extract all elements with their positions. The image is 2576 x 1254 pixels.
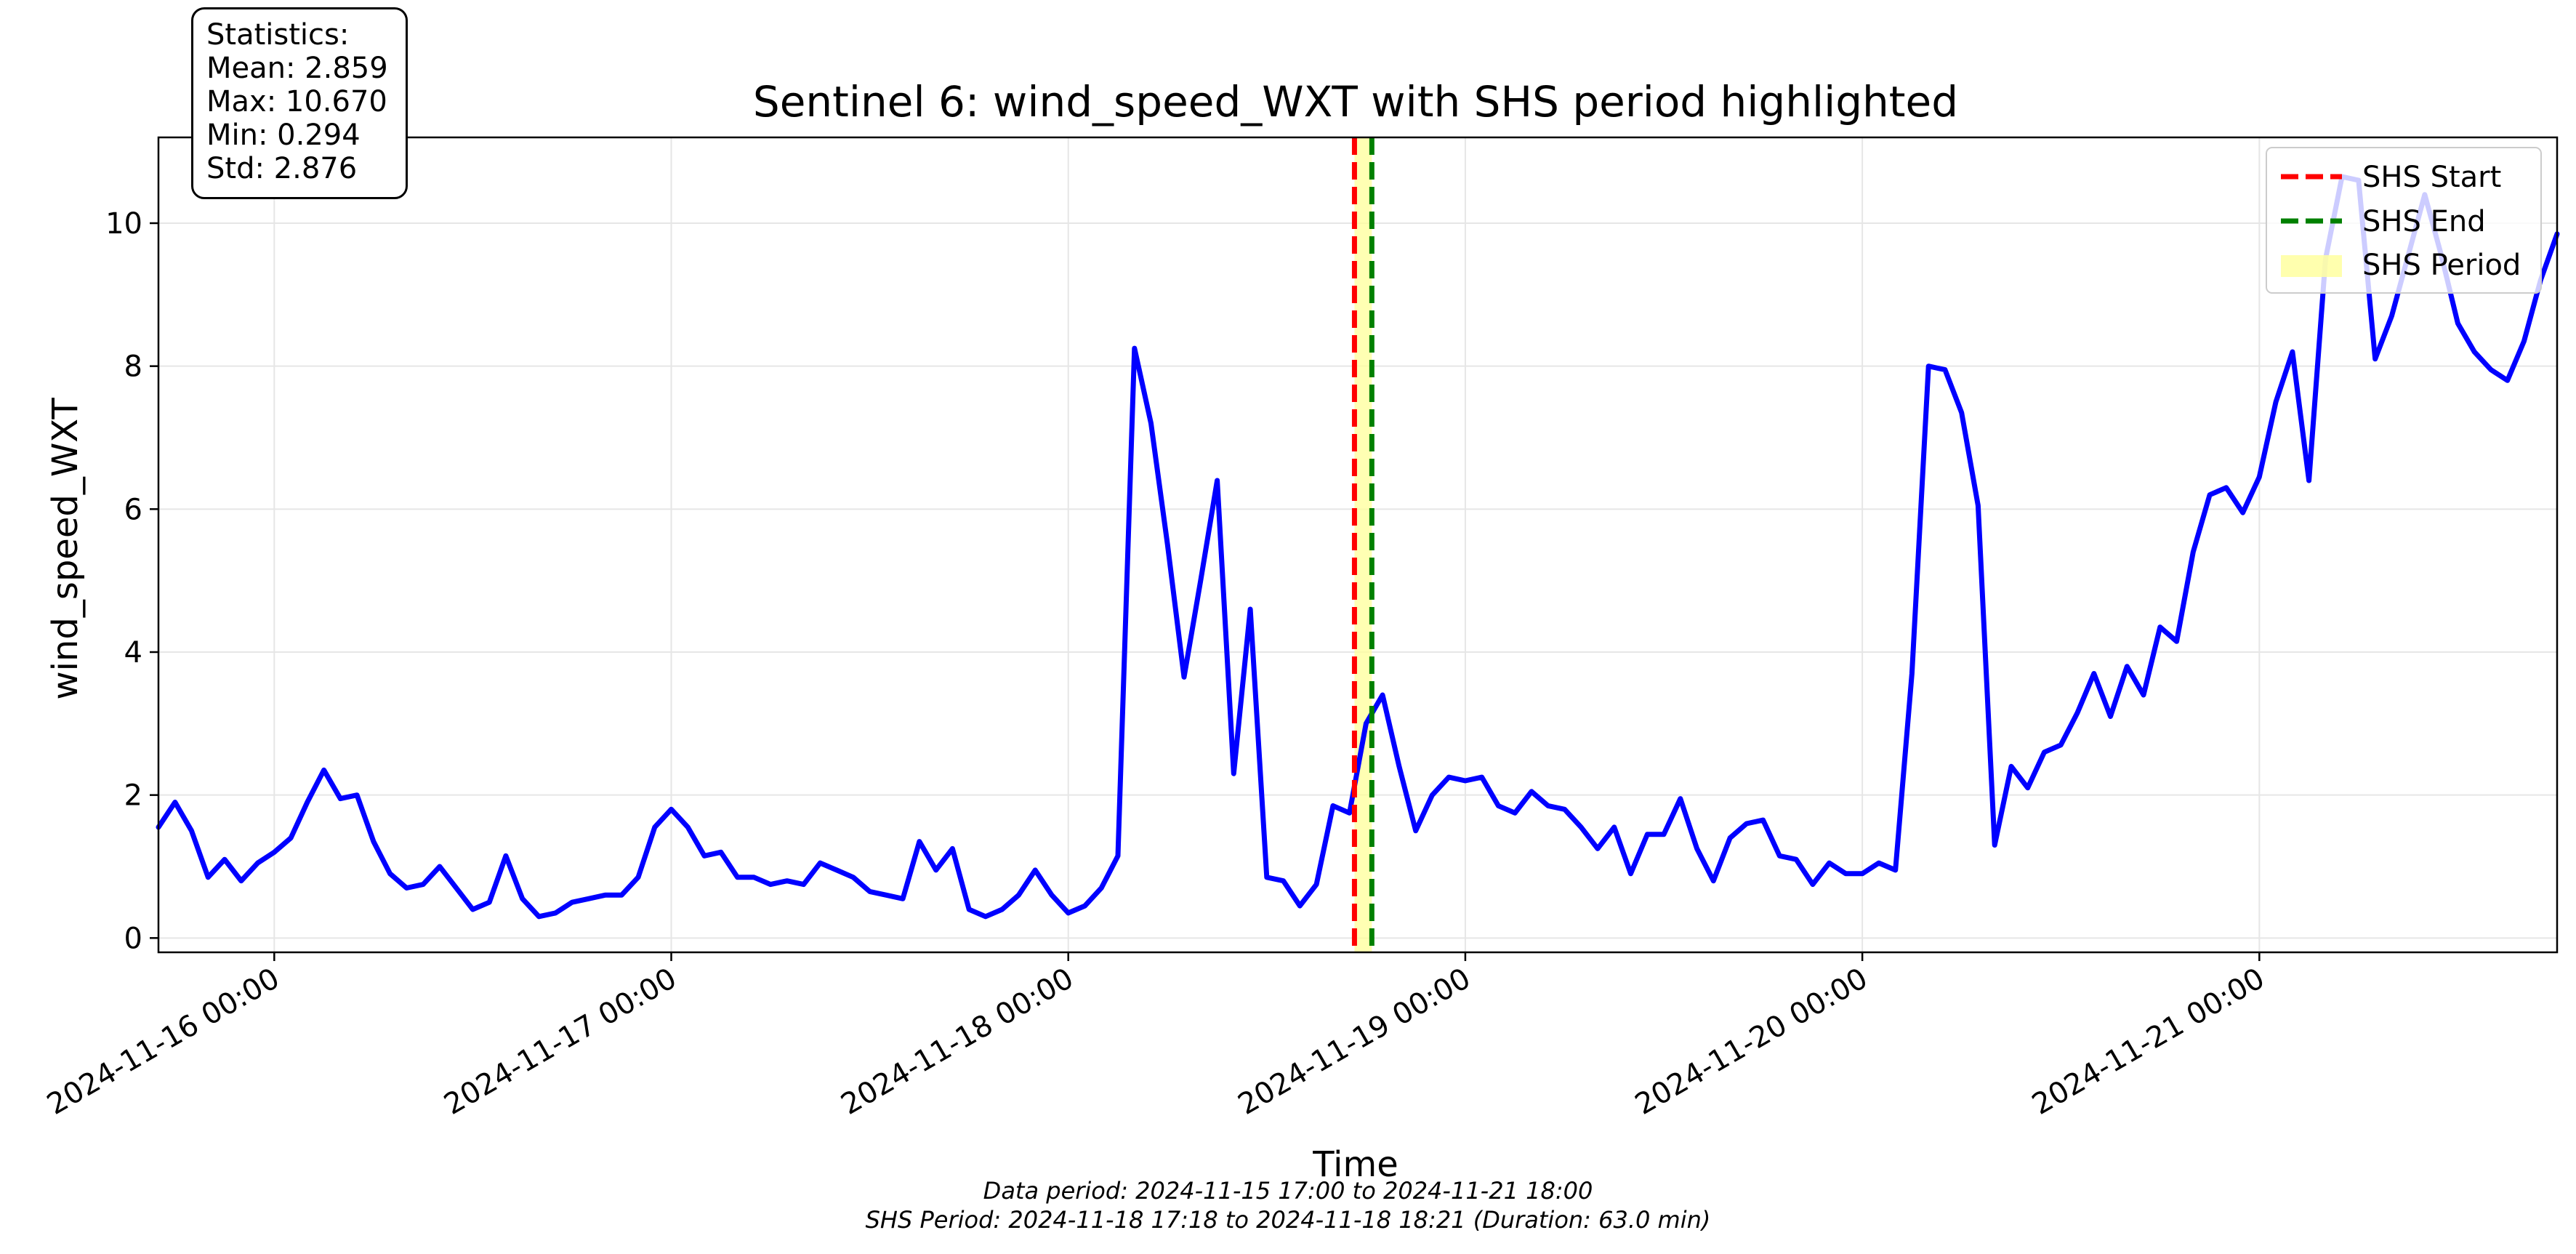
legend-shs-end-label: SHS End: [2362, 205, 2486, 238]
shs-period-note: SHS Period: 2024-11-18 17:18 to 2024-11-…: [865, 1206, 1711, 1234]
y-tick-label: 4: [124, 636, 142, 670]
stats-std: Std: 2.876: [206, 152, 358, 185]
x-tick-label: 2024-11-19 00:00: [1233, 962, 1476, 1122]
legend-shs-period-label: SHS Period: [2362, 249, 2521, 282]
series-layer: [156, 137, 2560, 952]
y-tick-label: 8: [124, 350, 142, 384]
wind-speed-series-line: [156, 174, 2560, 920]
plot-frame: [157, 136, 2559, 954]
y-axis-ticks: 0 2 4 6 8 10: [105, 207, 158, 955]
legend-shs-start-label: SHS Start: [2362, 161, 2501, 194]
x-tick-label: 2024-11-16 00:00: [41, 962, 285, 1122]
stats-max: Max: 10.670: [206, 85, 387, 118]
data-period-note: Data period: 2024-11-15 17:00 to 2024-11…: [983, 1177, 1593, 1205]
legend-shs-period-swatch: [2281, 255, 2342, 277]
stats-min: Min: 0.294: [206, 118, 361, 152]
y-tick-label: 6: [124, 493, 142, 526]
shs-period-band: [1354, 137, 1372, 952]
y-axis-label: wind_speed_WXT: [45, 398, 86, 700]
y-tick-label: 2: [124, 779, 142, 813]
x-axis-label: Time: [1312, 1144, 1398, 1185]
y-tick-label: 0: [124, 922, 142, 955]
x-tick-label: 2024-11-18 00:00: [836, 962, 1079, 1122]
x-tick-label: 2024-11-20 00:00: [1630, 962, 1873, 1122]
y-tick-label: 10: [105, 207, 142, 241]
shs-period-layer: [1354, 137, 1372, 952]
x-tick-label: 2024-11-17 00:00: [438, 962, 682, 1122]
stats-heading: Statistics:: [206, 18, 350, 52]
chart-title: Sentinel 6: wind_speed_WXT with SHS peri…: [753, 77, 1958, 126]
x-axis-ticks: 2024-11-16 00:00 2024-11-17 00:00 2024-11-…: [41, 952, 2270, 1122]
legend: SHS Start SHS End SHS Period: [2266, 147, 2542, 294]
statistics-box: Statistics: Mean: 2.859 Max: 10.670 Min:…: [191, 7, 408, 199]
x-tick-label: 2024-11-21 00:00: [2026, 962, 2270, 1122]
stats-mean: Mean: 2.859: [206, 52, 388, 85]
